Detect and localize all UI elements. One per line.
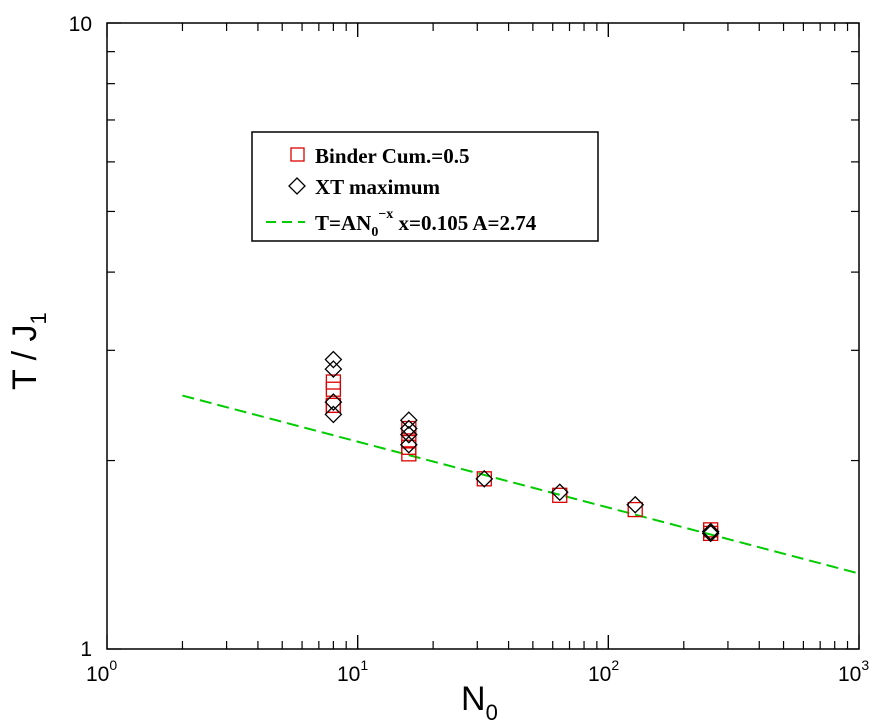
binder-square-marker: [627, 501, 643, 518]
binder-square-marker: [552, 487, 568, 503]
xt-diamond-marker: [550, 483, 569, 502]
legend-label-binder: Binder Cum.=0.5: [315, 144, 470, 168]
x-tick-label-2: 102: [588, 657, 619, 686]
x-tick-label-3: 103: [838, 657, 869, 686]
y-tick-label-top: 10: [69, 13, 92, 36]
xt-diamond-marker: [399, 435, 418, 454]
xt-diamond-marker: [399, 425, 418, 444]
legend-diamond-marker: [288, 177, 306, 195]
binder-square-marker: [476, 471, 492, 487]
xt-diamond-marker: [324, 393, 343, 411]
xt-diamond-marker: [626, 495, 645, 514]
xt-diamond-marker: [324, 405, 343, 424]
y-tick-label-bottom: 1: [80, 638, 92, 661]
xt-diamond-marker: [701, 524, 720, 543]
xt-diamond-marker: [324, 360, 343, 378]
plot-frame: [106, 22, 860, 650]
binder-square-marker: [401, 420, 417, 437]
x-tick-label-1: 101: [337, 657, 368, 686]
fit-line: [182, 394, 860, 575]
legend-label-xt: XT maximum: [315, 175, 441, 199]
xt-diamond-marker: [475, 469, 494, 488]
legend: Binder Cum.=0.5 XT maximum T=AN0−x x=0.1…: [251, 131, 599, 242]
axis-ticks: [106, 22, 860, 650]
binder-square-marker: [325, 374, 342, 390]
data-markers: [324, 350, 720, 543]
y-axis-title: T / J1: [6, 312, 51, 390]
binder-square-marker: [325, 397, 342, 414]
legend-box: [251, 131, 599, 242]
legend-square-marker: [290, 147, 305, 162]
xt-diamond-marker: [324, 350, 343, 369]
x-axis-title: N0: [461, 680, 498, 725]
x-tick-label-0: 100: [86, 657, 117, 686]
binder-square-marker: [401, 446, 417, 462]
legend-label-fit: T=AN0−x x=0.105 A=2.74: [315, 207, 537, 240]
xt-diamond-marker: [399, 411, 418, 430]
xt-diamond-marker: [701, 522, 720, 541]
